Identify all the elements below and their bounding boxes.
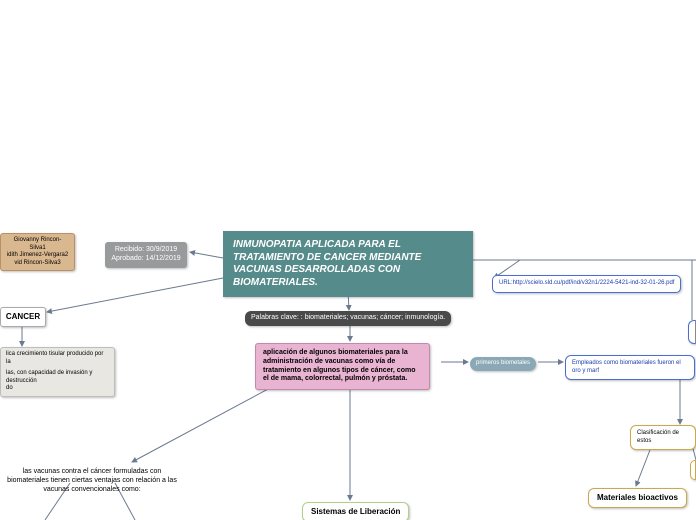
diagram-canvas: INMUNOPATIA APLICADA PARA EL TRATAMIENTO… bbox=[0, 0, 696, 520]
url-node[interactable]: URL:http://scielo.sld.cu/pdf/ind/v32n1/2… bbox=[492, 275, 681, 293]
sistemas-node: Sistemas de Liberación bbox=[302, 502, 409, 520]
empleados-node: Empleados como biomateriales fueron el o… bbox=[565, 355, 695, 380]
cancer-node: CANCER bbox=[0, 307, 46, 327]
clasificacion-node: Clasificación de estos bbox=[630, 425, 696, 450]
title-node: INMUNOPATIA APLICADA PARA EL TRATAMIENTO… bbox=[223, 231, 473, 297]
growth-line-2: las, con capacidad de invasión y destruc… bbox=[6, 370, 109, 385]
approved-date: Aprobado: 14/12/2019 bbox=[108, 255, 184, 264]
vaccines-node: las vacunas contra el cáncer formuladas … bbox=[2, 465, 182, 497]
dates-node: Recibido: 30/9/2019 Aprobado: 14/12/2019 bbox=[105, 242, 187, 268]
received-date: Recibido: 30/9/2019 bbox=[108, 246, 184, 255]
bioactivos-node: Materiales bioactivos bbox=[588, 488, 687, 508]
growth-line-3: do bbox=[6, 385, 109, 393]
keywords-node: Palabras clave: : biomateriales; vacunas… bbox=[245, 311, 451, 326]
author-line-3: vid Rincon-Silva3 bbox=[6, 260, 69, 268]
author-line-2: idith Jimenez-Vergara2 bbox=[6, 252, 69, 260]
growth-line-1: lica crecimiento tisular producido por l… bbox=[6, 351, 109, 366]
authors-node: Giovanny Rincon-Silva1 idith Jimenez-Ver… bbox=[0, 233, 75, 271]
primeros-node: primeros biometales bbox=[470, 357, 536, 371]
partial-node-right bbox=[688, 320, 696, 344]
growth-node: lica crecimiento tisular producido por l… bbox=[0, 347, 115, 397]
partial-node-right-2 bbox=[690, 460, 696, 480]
author-line-1: Giovanny Rincon-Silva1 bbox=[6, 237, 69, 252]
application-node: aplicación de algunos biomateriales para… bbox=[255, 343, 430, 390]
